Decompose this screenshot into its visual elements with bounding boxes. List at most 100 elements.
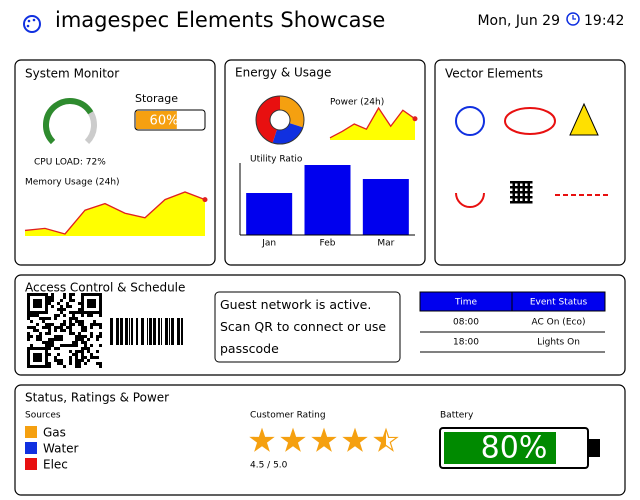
qr-cell [99, 344, 102, 347]
pattern-cell [515, 181, 518, 184]
qr-cell [84, 356, 87, 359]
qr-cell [81, 311, 84, 314]
qr-cell [33, 293, 36, 296]
qr-cell [51, 323, 54, 326]
qr-cell [99, 308, 102, 311]
qr-cell [69, 344, 72, 347]
qr-cell [78, 365, 81, 368]
qr-cell [99, 335, 102, 338]
donut-segment [272, 122, 303, 144]
qr-cell [27, 362, 30, 365]
qr-cell [72, 299, 75, 302]
qr-cell [72, 317, 75, 320]
qr-cell [33, 359, 36, 362]
qr-cell [87, 311, 90, 314]
qr-cell [75, 344, 78, 347]
qr-cell [27, 332, 30, 335]
qr-cell [54, 314, 57, 317]
qr-cell [54, 326, 57, 329]
qr-cell [87, 359, 90, 362]
pattern-cell [520, 191, 523, 194]
qr-cell [75, 365, 78, 368]
qr-cell [33, 326, 36, 329]
qr-cell [36, 305, 39, 308]
qr-cell [36, 353, 39, 356]
line [329, 106, 416, 139]
qr-cell [48, 341, 51, 344]
qr-cell [33, 302, 36, 305]
qr-cell [93, 323, 96, 326]
area [330, 108, 415, 140]
pattern-cell [527, 193, 530, 196]
qr-cell [60, 299, 63, 302]
qr-cell [45, 347, 48, 350]
pattern-cell [525, 191, 528, 194]
qr-cell [99, 314, 102, 317]
qr-cell [93, 302, 96, 305]
qr-cell [90, 314, 93, 317]
qr-cell [51, 299, 54, 302]
qr-cell [90, 323, 93, 326]
pattern-cell [520, 196, 523, 199]
pattern-cell [520, 201, 523, 204]
palette-icon [23, 15, 41, 33]
bar-line [147, 318, 148, 345]
qr-cell [69, 317, 72, 320]
qr-cell [30, 347, 33, 350]
qr-cell [45, 365, 48, 368]
pattern-cell [522, 183, 525, 186]
pattern-cell [517, 193, 520, 196]
qr-cell [27, 353, 30, 356]
qr-cell [30, 311, 33, 314]
pattern-cell [525, 201, 528, 204]
qr-cell [63, 365, 66, 368]
qr-cell [81, 299, 84, 302]
qr-cell [75, 335, 78, 338]
qr-cell [93, 311, 96, 314]
bar-line [131, 318, 133, 345]
qr-cell [84, 329, 87, 332]
bar-line [129, 318, 130, 345]
qr-cell [96, 356, 99, 359]
qr-cell [69, 320, 72, 323]
qr-cell [69, 293, 72, 296]
qr-cell [39, 305, 42, 308]
qr-cell [33, 365, 36, 368]
qr-cell [27, 326, 30, 329]
qr-cell [78, 338, 81, 341]
pattern-cell [515, 191, 518, 194]
qr-cell [75, 350, 78, 353]
qr-cell [84, 341, 87, 344]
qr-cell [75, 341, 78, 344]
pattern-cell [517, 201, 520, 204]
qr-cell [63, 320, 66, 323]
qr-cell [48, 323, 51, 326]
qr-cell [27, 350, 30, 353]
pattern-cell [510, 186, 513, 189]
qr-cell [60, 311, 63, 314]
pattern-cell [522, 196, 525, 199]
qr-cell [60, 305, 63, 308]
qr-cell [51, 338, 54, 341]
qr-cell [39, 353, 42, 356]
bar-line [171, 318, 174, 345]
qr-cell [63, 329, 66, 332]
panel-title: Status, Ratings & Power [25, 391, 169, 405]
qr-cell [96, 335, 99, 338]
qr-cell [84, 293, 87, 296]
qr-cell [36, 365, 39, 368]
battery-label: 80% [481, 431, 548, 466]
x-tick-label: Feb [320, 239, 336, 249]
qr-cell [81, 308, 84, 311]
qr-cell [87, 350, 90, 353]
qr-cell [99, 293, 102, 296]
legend-label: Elec [43, 458, 68, 472]
qr-cell [96, 338, 99, 341]
qr-cell [99, 323, 102, 326]
qr-cell [72, 293, 75, 296]
note-box [214, 291, 401, 363]
qr-cell [57, 338, 60, 341]
qr-cell [75, 359, 78, 362]
battery-terminal [589, 439, 600, 457]
star [280, 427, 306, 452]
